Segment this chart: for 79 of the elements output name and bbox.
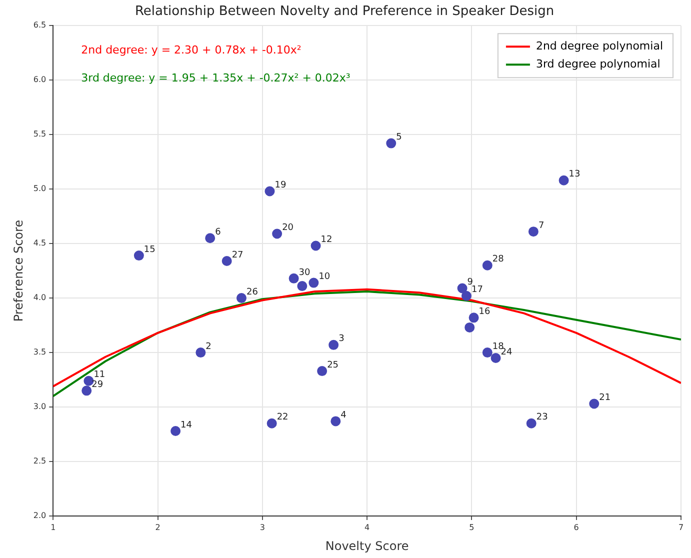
- y-tick-label: 2.5: [33, 456, 46, 466]
- annotation: 13: [568, 170, 580, 180]
- point: [134, 250, 144, 261]
- x-tick-label: 5: [469, 522, 474, 532]
- point: [288, 273, 299, 284]
- annotation: 5: [396, 132, 402, 143]
- point: [264, 186, 275, 196]
- annotation: 7: [538, 220, 544, 231]
- point: [205, 233, 216, 244]
- annotation: 12: [320, 235, 332, 246]
- y-tick-label: 2.0: [33, 511, 46, 520]
- point: [328, 340, 339, 350]
- point: [222, 256, 232, 266]
- x-tick-label: 7: [678, 522, 684, 532]
- y-axis-title: Preference Score: [11, 220, 26, 322]
- y-tick-label: 5.0: [33, 184, 46, 194]
- annotation: 14: [180, 420, 192, 430]
- x-tick-label: 2: [155, 522, 160, 532]
- annotation: 21: [599, 393, 611, 404]
- point: [196, 348, 206, 358]
- x-tick-label: 3: [260, 522, 265, 532]
- annotation: 22: [276, 412, 288, 423]
- annotation: 29: [92, 380, 104, 390]
- annotation: 17: [471, 285, 483, 296]
- y-tick-label: 6.0: [33, 75, 46, 84]
- x-tick-label: 1: [50, 522, 56, 532]
- point: [589, 398, 600, 409]
- y-tick-label: 5.5: [33, 130, 46, 139]
- annotation: 2: [206, 342, 212, 352]
- annotation: 9: [467, 278, 474, 288]
- x-tick-label: 6: [574, 522, 579, 532]
- point: [526, 418, 536, 428]
- y-tick-label: 3.5: [33, 348, 46, 357]
- point: [558, 175, 569, 186]
- point: [310, 240, 321, 251]
- point: [317, 366, 328, 376]
- annotation: 11: [94, 370, 106, 380]
- annotation: 15: [144, 244, 156, 255]
- annotation: 25: [327, 360, 339, 370]
- point: [330, 416, 341, 426]
- point: [528, 226, 538, 237]
- point: [457, 283, 468, 294]
- annotation: 4: [340, 410, 347, 421]
- annotation: 27: [232, 250, 244, 260]
- annotation: 6: [215, 227, 222, 238]
- y-tick-label: 6.5: [33, 20, 46, 30]
- annotation: 26: [246, 287, 258, 298]
- point: [297, 281, 308, 292]
- annotation: 10: [318, 272, 330, 282]
- annotation: 23: [536, 412, 548, 423]
- point: [272, 228, 282, 239]
- point: [482, 348, 492, 358]
- legend-label: 3rd degree polynomial: [536, 57, 660, 70]
- chart-title: Relationship Between Novelty and Preference in Speaker Design: [134, 4, 554, 20]
- annotation: 16: [478, 307, 491, 318]
- annotation: 19: [274, 180, 286, 191]
- point: [464, 322, 475, 332]
- point: [386, 138, 396, 148]
- annotation: 2nd degree: y = 2.30 + 0.78x + -0.10x²: [81, 43, 302, 56]
- legend-label: 2nd degree polynomial: [536, 39, 664, 52]
- point: [461, 290, 472, 301]
- point: [490, 352, 501, 363]
- y-tick-label: 4.0: [33, 293, 46, 302]
- point: [236, 293, 246, 304]
- annotation: 20: [282, 223, 294, 234]
- y-tick-label: 4.5: [33, 238, 46, 248]
- point: [482, 260, 492, 270]
- point: [82, 386, 92, 396]
- y-tick-label: 3.0: [33, 402, 46, 412]
- point: [266, 418, 277, 428]
- annotation: 3: [338, 334, 344, 344]
- x-axis-title: Novelty Score: [325, 538, 409, 553]
- annotation: 30: [298, 268, 311, 278]
- annotation: 28: [492, 254, 504, 265]
- annotation: 3rd degree: y = 1.95 + 1.35x + -0.27x² + 0.02x³: [81, 71, 350, 84]
- x-tick-label: 4: [364, 522, 370, 532]
- point: [308, 278, 319, 288]
- point: [468, 312, 479, 323]
- point: [170, 426, 181, 436]
